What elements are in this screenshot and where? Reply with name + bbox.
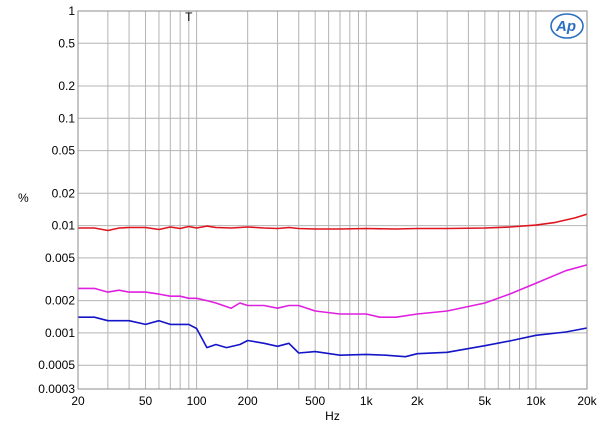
x-tick-labels: 20 50 100 200 500 1k 2k 5k 10k 20k: [71, 394, 597, 408]
x-tick-label: 100: [187, 394, 207, 408]
y-tick-label: 0.001: [45, 326, 75, 340]
logo-text: Ap: [555, 18, 576, 35]
y-tick-label: 0.02: [52, 186, 76, 200]
x-axis-label: Hz: [325, 409, 340, 423]
x-tick-label: 5k: [479, 394, 493, 408]
y-tick-label: 0.05: [52, 144, 76, 158]
ap-logo: Ap: [550, 13, 584, 39]
annotation-label: T: [185, 10, 193, 24]
x-tick-label: 50: [139, 394, 153, 408]
annotation-layer: T: [185, 10, 193, 24]
x-tick-label: 1k: [360, 394, 374, 408]
y-tick-label: 0.2: [58, 79, 75, 93]
y-axis-label: %: [18, 191, 29, 205]
series-line-1: [78, 213, 588, 232]
y-tick-labels: 1 0.5 0.2 0.1 0.05 0.02 0.01 0.005 0.002 0.001 0.0…: [38, 4, 75, 396]
y-tick-label: 0.1: [58, 111, 75, 125]
y-tick-label: 0.0005: [38, 358, 75, 372]
x-tick-label: 2k: [411, 394, 425, 408]
series-line-2: [78, 264, 588, 319]
series-line-3: [78, 316, 588, 358]
grid-major-y: [78, 42, 587, 366]
y-tick-label: 0.5: [58, 36, 75, 50]
grid-minor-x: [107, 11, 537, 389]
x-tick-label: 200: [238, 394, 258, 408]
y-tick-label: 0.0003: [38, 382, 75, 396]
logo-ring-icon: [550, 13, 584, 39]
x-tick-label: 20k: [577, 394, 597, 408]
x-tick-label: 10k: [526, 394, 546, 408]
y-tick-label: 0.01: [52, 219, 76, 233]
x-tick-label: 20: [71, 394, 85, 408]
series-layer: [78, 213, 588, 358]
x-tick-label: 500: [305, 394, 325, 408]
y-tick-label: 0.005: [45, 251, 75, 265]
plot-frame: [77, 10, 588, 390]
y-tick-label: 0.002: [45, 294, 75, 308]
y-tick-label: 1: [68, 4, 75, 18]
